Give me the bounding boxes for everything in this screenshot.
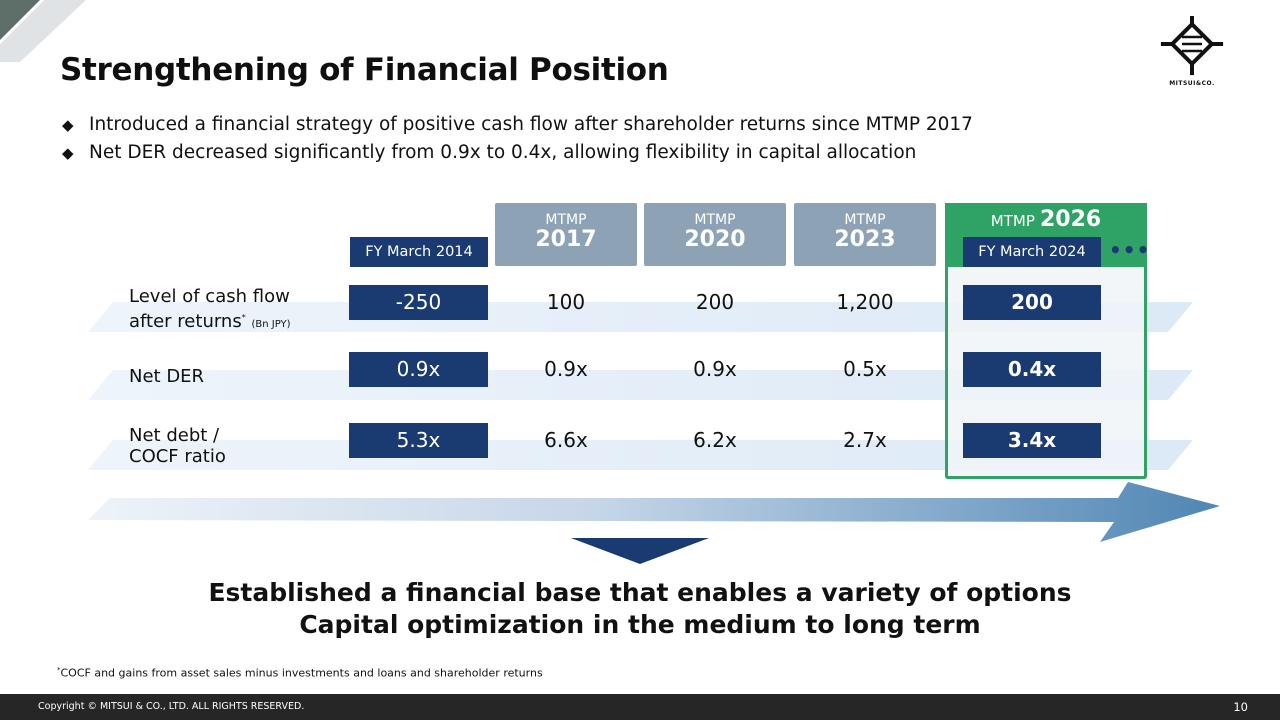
footnote-text: COCF and gains from asset sales minus in… — [60, 666, 543, 680]
cell-der-2014: 0.9x — [349, 352, 488, 387]
copyright-text: Copyright © MITSUI & CO., LTD. ALL RIGHT… — [38, 701, 305, 712]
cell-cash-2023: 1,200 — [836, 290, 894, 314]
row-label-line: COCF ratio — [129, 446, 226, 467]
cell-der-2020: 0.9x — [693, 357, 737, 381]
mtmp-year: 2020 — [684, 227, 746, 252]
page-number: 10 — [1233, 700, 1248, 714]
company-logo-icon — [1160, 16, 1224, 76]
mtmp2026-year: 2026 — [1039, 207, 1102, 232]
cell-der-2024: 0.4x — [963, 352, 1101, 387]
down-arrow-icon — [571, 538, 709, 564]
logo-wordmark: MITSUI&CO. — [1169, 80, 1215, 87]
mtmp-label: MTMP — [545, 212, 587, 228]
cell-debt-2024: 3.4x — [963, 423, 1101, 458]
mtmp-label: MTMP — [694, 212, 736, 228]
cell-cash-2017: 100 — [546, 290, 586, 314]
conclusion-line-2: Capital optimization in the medium to lo… — [299, 610, 981, 639]
unit-label: (Bn JPY) — [251, 319, 291, 330]
row-label-net-debt: Net debt / COCF ratio — [129, 425, 226, 467]
row-label-line: Net debt / — [129, 425, 220, 446]
cell-der-2023: 0.5x — [843, 357, 887, 381]
mtmp-label: MTMP — [844, 212, 886, 228]
mtmp2023-header: MTMP 2023 — [794, 203, 936, 266]
cell-der-2017: 0.9x — [544, 357, 588, 381]
fy2024-header: FY March 2024 — [963, 237, 1101, 267]
progress-arrow-icon — [88, 482, 1220, 542]
footnote-mark: * — [241, 313, 246, 322]
ellipsis-icon: ••• — [1109, 238, 1151, 262]
footer-bar — [0, 694, 1280, 720]
bullet-item: ◆ Net DER decreased significantly from 0.… — [62, 142, 916, 163]
mtmp2017-header: MTMP 2017 — [495, 203, 637, 266]
corner-decoration — [0, 0, 86, 62]
page-title: Strengthening of Financial Position — [60, 52, 669, 88]
row-label-cash-flow: Level of cash flow after returns* (Bn JP… — [129, 286, 291, 335]
row-label-line: after returns — [129, 311, 242, 332]
diamond-bullet-icon: ◆ — [62, 116, 74, 134]
row-label-net-der: Net DER — [129, 366, 205, 387]
footnote: *COCF and gains from asset sales minus i… — [57, 666, 543, 680]
mtmp2026-header: MTMP 2026 — [945, 207, 1147, 232]
cell-debt-2023: 2.7x — [843, 428, 887, 452]
cell-cash-2020: 200 — [695, 290, 735, 314]
mtmp2026-prefix: MTMP — [990, 212, 1035, 230]
row-label-line: Level of cash flow — [129, 286, 290, 307]
cell-debt-2020: 6.2x — [693, 428, 737, 452]
footnote-mark: * — [57, 666, 61, 674]
cell-debt-2017: 6.6x — [544, 428, 588, 452]
bullet-item: ◆ Introduced a financial strategy of posi… — [62, 114, 973, 135]
mtmp-year: 2017 — [535, 227, 597, 252]
cell-cash-2014: -250 — [349, 285, 488, 320]
cell-cash-2024: 200 — [963, 285, 1101, 320]
cell-debt-2014: 5.3x — [349, 423, 488, 458]
bullet-text: Net DER decreased significantly from 0.9… — [89, 142, 917, 163]
conclusion-line-1: Established a financial base that enable… — [208, 578, 1072, 607]
bullet-text: Introduced a financial strategy of posit… — [89, 114, 973, 135]
mtmp2020-header: MTMP 2020 — [644, 203, 786, 266]
mtmp-year: 2023 — [834, 227, 896, 252]
diamond-bullet-icon: ◆ — [62, 144, 74, 162]
fy2014-header: FY March 2014 — [350, 237, 488, 267]
